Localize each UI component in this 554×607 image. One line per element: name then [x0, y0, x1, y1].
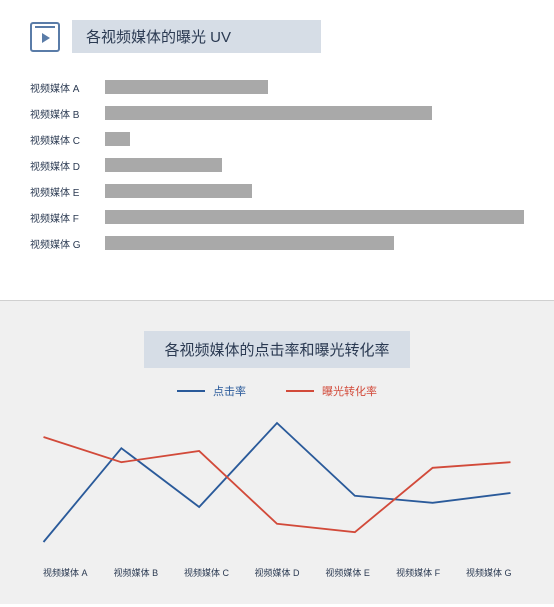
bar-fill: [105, 106, 432, 120]
line-chart: [25, 404, 529, 554]
legend-label: 曝光转化率: [322, 383, 377, 399]
bar-fill: [105, 80, 268, 94]
top-panel: 各视频媒体的曝光 UV 视频媒体 A视频媒体 B视频媒体 C视频媒体 D视频媒体…: [0, 0, 554, 290]
bar-chart: 视频媒体 A 视频媒体 B 视频媒体 C 视频媒体 D 视频媒体 E 视频媒体 F 视频媒体…: [30, 78, 524, 252]
bar-row: 视频媒体 E: [30, 182, 524, 200]
bar-row: 视频媒体 F: [30, 208, 524, 226]
chart-legend: 点击率 曝光转化率: [25, 383, 529, 399]
bar-fill: [105, 158, 222, 172]
bar-fill: [105, 210, 524, 224]
x-axis-label: 视频媒体 C: [171, 566, 242, 579]
legend-item: 曝光转化率: [286, 383, 377, 399]
bar-fill: [105, 184, 252, 198]
x-axis-label: 视频媒体 A: [30, 566, 101, 579]
bar-track: [105, 106, 524, 120]
x-axis-label: 视频媒体 G: [453, 566, 524, 579]
bar-fill: [105, 132, 130, 146]
bar-track: [105, 158, 524, 172]
bar-label: 视频媒体 C: [30, 132, 105, 147]
x-axis-labels: 视频媒体 A视频媒体 B视频媒体 C视频媒体 D视频媒体 E视频媒体 F视频媒体…: [25, 566, 529, 579]
bar-track: [105, 210, 524, 224]
legend-line-icon: [177, 390, 205, 392]
legend-label: 点击率: [213, 383, 246, 399]
bottom-panel: 各视频媒体的点击率和曝光转化率 点击率曝光转化率 视频媒体 A视频媒体 B视频媒…: [0, 300, 554, 604]
play-icon: [30, 22, 60, 52]
bar-row: 视频媒体 C: [30, 130, 524, 148]
bar-row: 视频媒体 B: [30, 104, 524, 122]
bottom-title: 各视频媒体的点击率和曝光转化率: [144, 331, 409, 368]
bar-label: 视频媒体 F: [30, 210, 105, 225]
bar-row: 视频媒体 D: [30, 156, 524, 174]
bar-track: [105, 132, 524, 146]
x-axis-label: 视频媒体 E: [312, 566, 383, 579]
bar-fill: [105, 236, 394, 250]
bar-label: 视频媒体 E: [30, 184, 105, 199]
bar-row: 视频媒体 G: [30, 234, 524, 252]
legend-line-icon: [286, 390, 314, 392]
x-axis-label: 视频媒体 F: [383, 566, 454, 579]
top-title: 各视频媒体的曝光 UV: [72, 20, 321, 53]
bar-label: 视频媒体 A: [30, 80, 105, 95]
x-axis-label: 视频媒体 D: [242, 566, 313, 579]
x-axis-label: 视频媒体 B: [101, 566, 172, 579]
bar-track: [105, 80, 524, 94]
bar-label: 视频媒体 D: [30, 158, 105, 173]
top-header: 各视频媒体的曝光 UV: [30, 20, 524, 53]
legend-item: 点击率: [177, 383, 246, 399]
bar-row: 视频媒体 A: [30, 78, 524, 96]
bar-label: 视频媒体 G: [30, 236, 105, 251]
bar-track: [105, 184, 524, 198]
bar-label: 视频媒体 B: [30, 106, 105, 121]
bar-track: [105, 236, 524, 250]
series-line: [44, 437, 511, 532]
